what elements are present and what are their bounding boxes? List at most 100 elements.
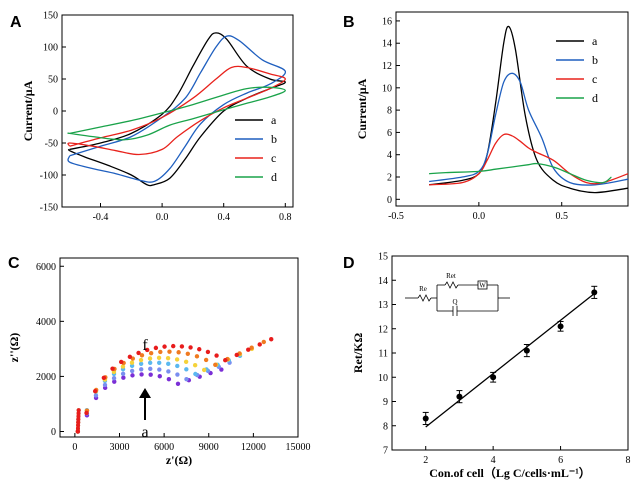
chart-c-x-axis-label: z'(Ω) <box>166 453 192 467</box>
chart-c-point <box>184 367 189 372</box>
chart-d-y-tick-label: 13 <box>378 300 388 311</box>
panel-label-d: D <box>343 255 355 272</box>
chart-c-point <box>120 371 126 376</box>
chart-a-y-tick-label: 50 <box>48 75 58 86</box>
chart-a-legend-label-b: b <box>271 132 277 146</box>
chart-c-point <box>148 366 153 372</box>
panel-label-c: C <box>8 255 20 272</box>
chart-b-x-tick-label: 0.0 <box>473 211 486 222</box>
chart-c-point <box>194 354 200 359</box>
chart-c-point <box>130 373 135 378</box>
chart-b-series-d <box>429 162 612 184</box>
chart-c-point <box>101 375 107 380</box>
chart-b-y-tick-label: 4 <box>387 150 392 161</box>
chart-d-y-tick-label: 14 <box>378 276 388 287</box>
chart-d-y-tick-label: 7 <box>383 446 388 457</box>
chart-c-point <box>157 374 162 379</box>
chart-c-point <box>136 350 141 356</box>
chart-c-point <box>234 352 239 358</box>
chart-a-series-d <box>67 86 286 141</box>
chart-c-point <box>214 353 219 358</box>
chart-c-point <box>112 379 117 384</box>
chart-d-x-tick-label: 6 <box>558 455 563 466</box>
chart-c-y-tick-label: 6000 <box>36 262 56 273</box>
chart-a-x-tick-label: 0.8 <box>279 212 292 223</box>
chart-c-point <box>166 369 171 374</box>
chart-a-y-tick-label: -50 <box>45 139 58 150</box>
chart-c-point <box>76 411 81 416</box>
chart-a-y-tick-label: -100 <box>40 171 58 182</box>
chart-c-point <box>145 347 150 353</box>
chart-b-y-tick-label: 6 <box>387 128 392 139</box>
chart-b-legend-label-d: d <box>592 91 598 105</box>
chart-a-y-axis-label: Current/μA <box>21 80 35 141</box>
chart-c-x-tick-label: 12000 <box>241 442 266 453</box>
chart-c-point <box>139 353 145 358</box>
chart-d-x-tick-label: 4 <box>491 455 496 466</box>
chart-a-x-tick-label: 0.0 <box>156 212 169 223</box>
chart-b-y-tick-label: 10 <box>382 83 392 94</box>
chart-d-point <box>557 323 564 330</box>
chart-c-arrow-head <box>139 388 151 398</box>
chart-c-series-a <box>75 367 224 434</box>
chart-c-point <box>175 381 181 386</box>
chart-c-point <box>203 357 209 363</box>
chart-c-point <box>139 367 144 372</box>
chart-c-point <box>171 343 176 349</box>
chart-c-point <box>76 414 81 419</box>
chart-c-point <box>129 360 135 365</box>
chart-c-point <box>110 366 115 371</box>
chart-d-y-tick-label: 15 <box>378 252 388 263</box>
chart-b-y-tick-label: 8 <box>387 106 392 117</box>
chart-c-point <box>84 410 89 416</box>
chart-c-point <box>75 429 80 434</box>
chart-d: 2 4 6 8 7 8 9 10 11 12 13 14 15 Ret/KΩ Con.of cell（Lg … <box>351 252 631 481</box>
chart-a-legend-label-a: a <box>271 113 277 127</box>
chart-c-y-tick-label: 2000 <box>36 372 56 383</box>
chart-d-fit-line <box>425 293 595 428</box>
chart-a-legend-label-d: d <box>271 170 277 184</box>
chart-c-point <box>111 376 117 381</box>
panel-label-a: A <box>10 14 22 31</box>
chart-c-point <box>184 376 189 382</box>
chart-b-legend-label-a: a <box>592 34 598 48</box>
chart-a-series-b <box>67 35 286 183</box>
chart-c-x-tick-label: 0 <box>72 442 77 453</box>
chart-c-x-tick-label: 9000 <box>199 442 219 453</box>
chart-c-point <box>157 360 162 365</box>
chart-c-point <box>175 363 180 369</box>
chart-c-point <box>153 345 159 351</box>
chart-d-y-axis-label: Ret/KΩ <box>351 332 365 373</box>
chart-c-point <box>213 362 218 367</box>
chart-c-point <box>179 344 185 349</box>
chart-c-point <box>76 420 81 425</box>
chart-c-point <box>147 360 153 365</box>
chart-d-point <box>490 374 497 381</box>
chart-c-point <box>157 367 162 372</box>
chart-c-point <box>119 359 124 365</box>
chart-c-point <box>138 357 144 363</box>
chart-a-axes-frame <box>61 14 294 208</box>
chart-c-point <box>205 349 211 355</box>
chart-c-point <box>162 344 167 349</box>
chart-c-point <box>261 339 266 345</box>
chart-c-point <box>174 357 180 362</box>
chart-c-point <box>185 351 191 356</box>
chart-b-y-tick-label: 0 <box>387 195 392 206</box>
chart-b-x-tick-label: 0.5 <box>555 211 568 222</box>
chart-b-axes-frame <box>395 11 629 207</box>
chart-b-legend-label-c: c <box>592 72 597 86</box>
circuit-resistor-re <box>417 294 432 302</box>
chart-b-x-tick-label: -0.5 <box>388 211 404 222</box>
chart-b-legend-label-b: b <box>592 53 598 67</box>
chart-c-point <box>183 359 189 364</box>
chart-d-x-tick-label: 8 <box>626 455 631 466</box>
chart-c-point <box>129 363 135 369</box>
panel-label-b: B <box>343 14 355 31</box>
chart-c-point <box>92 389 98 394</box>
chart-c-point <box>249 345 254 350</box>
chart-d-y-tick-label: 9 <box>383 397 388 408</box>
chart-a-x-tick-label: 0.4 <box>217 212 230 223</box>
chart-a-y-tick-label: 100 <box>43 43 58 54</box>
